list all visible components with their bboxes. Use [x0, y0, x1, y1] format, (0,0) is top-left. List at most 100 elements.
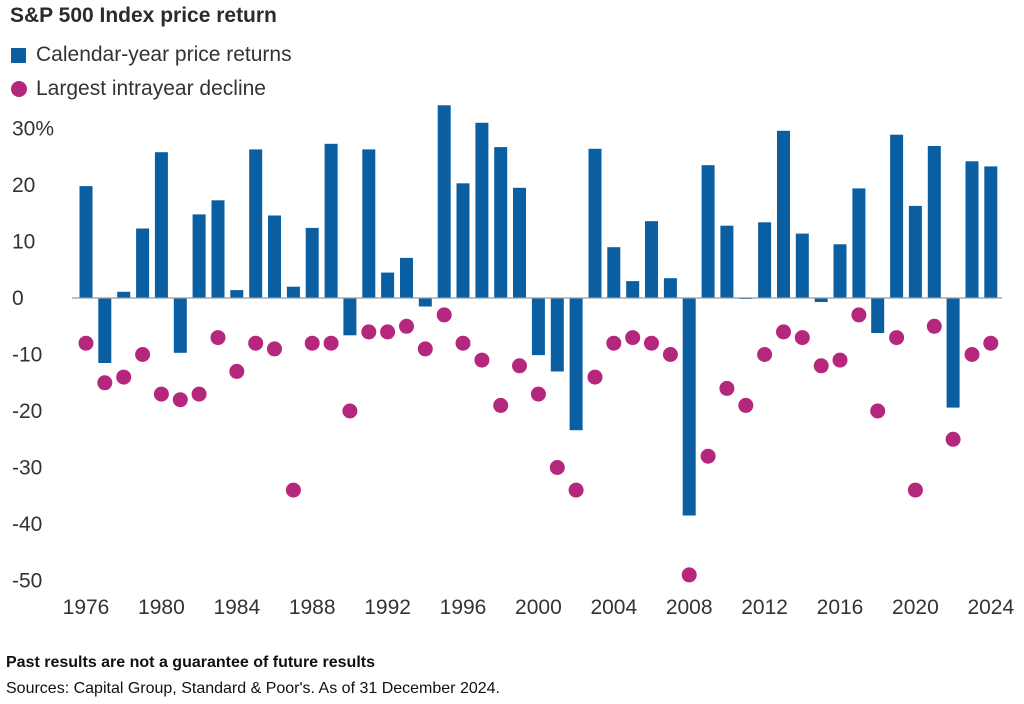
chart-plot: 30% 20 10 0 -10 -20 -30 -40 -50 1976 1980 1984 1988 1… [12, 105, 1014, 619]
bar-price-return [814, 298, 828, 302]
bar-price-return [192, 214, 206, 298]
dot-intrayear-decline [474, 352, 490, 368]
dot-intrayear-decline [832, 352, 848, 368]
bar-price-return [682, 298, 696, 516]
sources-note: Sources: Capital Group, Standard & Poor'… [6, 680, 500, 697]
legend-label-decline: Largest intrayear decline [36, 77, 266, 100]
dot-intrayear-decline [248, 335, 264, 351]
x-tick-label: 2012 [741, 596, 788, 619]
dot-intrayear-decline [738, 397, 754, 413]
bar-price-return [381, 272, 395, 298]
x-tick-label: 2004 [590, 596, 637, 619]
bar-price-return [173, 298, 187, 353]
dot-intrayear-decline [135, 347, 151, 362]
bar-price-return [456, 183, 470, 298]
dot-intrayear-decline [361, 324, 377, 340]
footnote: Past results are not a guarantee of futu… [6, 654, 375, 671]
dot-intrayear-decline [210, 330, 226, 346]
bar-price-return [777, 130, 790, 298]
dot-intrayear-decline [662, 347, 678, 362]
bar-price-return [645, 221, 658, 298]
bar-price-return [701, 165, 715, 298]
y-tick-label: 10 [12, 231, 35, 254]
y-tick-label: -50 [12, 570, 42, 593]
dot-intrayear-decline [342, 403, 358, 419]
dot-intrayear-decline [436, 307, 452, 323]
dot-intrayear-decline [700, 448, 716, 464]
dot-intrayear-decline [323, 335, 339, 351]
bar-price-return [984, 166, 998, 298]
chart-title: S&P 500 Index price return [10, 4, 277, 27]
dot-intrayear-decline [172, 392, 188, 408]
bar-price-return [720, 225, 734, 298]
dot-intrayear-decline [813, 358, 829, 374]
legend-item-returns: Calendar-year price returns [10, 38, 292, 72]
bar-price-return [154, 152, 168, 298]
dot-intrayear-decline [97, 375, 113, 391]
dot-intrayear-decline [455, 335, 471, 351]
dot-intrayear-decline [625, 330, 641, 346]
bar-price-return [626, 281, 640, 299]
dot-intrayear-decline [568, 482, 584, 498]
dot-intrayear-decline [757, 347, 773, 362]
dot-intrayear-decline [587, 369, 603, 385]
y-tick-label: 0 [12, 287, 24, 310]
bar-price-return [550, 298, 564, 372]
bar-price-return [305, 227, 319, 298]
bar-price-return [475, 122, 489, 298]
dot-intrayear-decline [945, 431, 961, 447]
y-tick-label: -20 [12, 400, 42, 423]
bar-price-return [795, 233, 809, 298]
bar-price-return [946, 298, 960, 408]
bar-price-return [531, 298, 545, 356]
dot-intrayear-decline [267, 341, 282, 357]
x-tick-label: 2008 [666, 596, 713, 619]
bar-price-return [249, 149, 263, 298]
bar-price-return [890, 134, 904, 298]
bar-price-return [343, 298, 357, 336]
dot-intrayear-decline [926, 318, 942, 334]
y-tick-label: 20 [12, 174, 35, 197]
bar-price-return [437, 105, 451, 298]
bar-price-return [588, 148, 602, 298]
bar-price-return [286, 286, 300, 298]
dot-intrayear-decline [983, 335, 999, 351]
x-tick-label: 2020 [892, 596, 939, 619]
x-tick-label: 2016 [817, 596, 864, 619]
bar-price-return [569, 298, 583, 431]
bar-price-return [758, 222, 772, 298]
bar-price-return [230, 290, 244, 298]
dot-intrayear-decline [530, 386, 546, 402]
dot-intrayear-decline [417, 341, 433, 357]
dot-intrayear-decline [794, 330, 810, 346]
x-tick-label: 1980 [138, 596, 185, 619]
dot-intrayear-decline [78, 335, 94, 351]
bar-price-return [268, 215, 281, 298]
bar-price-return [117, 291, 131, 298]
bar-price-return [494, 147, 508, 298]
x-tick-label: 1984 [213, 596, 260, 619]
y-tick-label: -40 [12, 513, 42, 536]
bar-price-return [211, 200, 225, 298]
bar-price-return [908, 205, 922, 298]
dot-intrayear-decline [964, 347, 980, 362]
x-tick-label: 1976 [63, 596, 110, 619]
x-tick-label: 1988 [289, 596, 336, 619]
dot-intrayear-decline [493, 397, 509, 413]
bar-price-return [871, 298, 885, 333]
dot-intrayear-decline [549, 460, 565, 475]
bar-price-return [98, 298, 112, 363]
dot-intrayear-decline [191, 386, 207, 402]
bar-price-return [927, 146, 941, 298]
dot-intrayear-decline [229, 363, 245, 379]
x-tick-label: 2024 [967, 596, 1014, 619]
dot-intrayear-decline [153, 386, 169, 402]
x-tick-label: 1992 [364, 596, 411, 619]
legend-swatch-decline [11, 81, 27, 97]
dot-intrayear-decline [606, 335, 622, 351]
dot-intrayear-decline [870, 403, 886, 419]
bar-price-return [362, 149, 376, 298]
dot-intrayear-decline [380, 324, 396, 340]
chart-legend: Calendar-year price returns Largest intr… [10, 38, 292, 106]
dot-intrayear-decline [719, 380, 735, 396]
